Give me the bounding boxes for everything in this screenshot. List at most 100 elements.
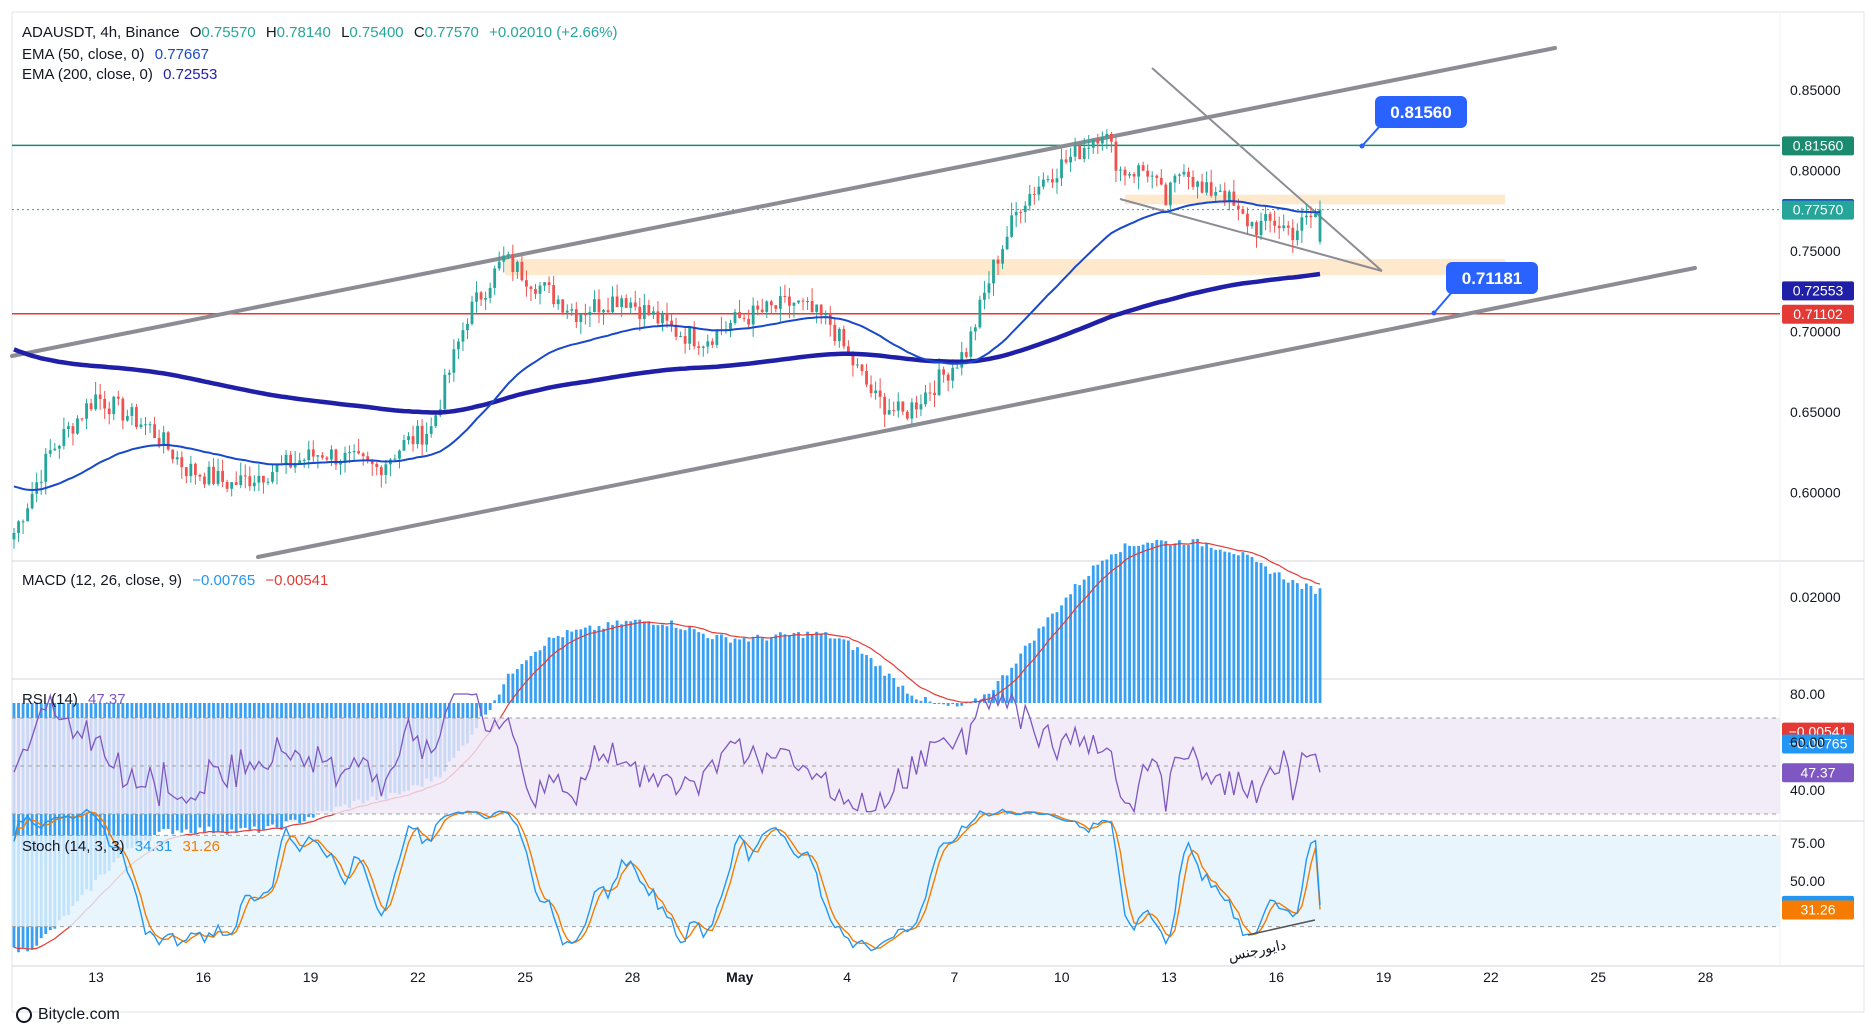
callout-support-pointer [1433,291,1453,314]
macd-bar [1096,564,1100,703]
candle-body [1264,214,1267,221]
macd-bar [1209,547,1213,703]
candle-body [856,364,859,366]
candle-body [361,453,365,457]
candle-body [751,305,755,325]
candle-body [343,452,347,463]
candle-body [320,455,324,458]
price-badge-ema200-bg [1782,281,1854,301]
time-tick-label: 13 [88,969,104,985]
macd-bar [529,656,533,703]
candle-body [1146,170,1150,177]
callout-resistance-label: 0.81560 [1390,103,1451,122]
candle-body [1277,225,1281,229]
candle-body [1060,159,1063,179]
macd-bar [1232,554,1236,703]
candle-body [112,396,116,415]
candle-body [674,325,678,337]
macd-bar [1137,545,1141,703]
macd-bar [1114,553,1118,703]
macd-bar [1196,538,1199,703]
candle-body [602,310,605,313]
macd-bar [511,673,515,703]
macd-bar [928,701,932,703]
candle-body [1119,169,1122,171]
macd-bar [683,630,687,703]
candle-body [747,319,751,325]
candle-body [1273,220,1277,226]
chart-frame [11,11,1865,1013]
candle-body [896,401,900,411]
price-badge-resistance-bg [1782,136,1854,156]
candle-body [760,309,764,312]
candle-body [420,425,424,445]
candle-body [638,306,642,319]
candle-body [1105,133,1109,138]
candle-body [293,463,297,468]
candle-body [1295,230,1299,241]
bitycle-logo-icon [16,1007,32,1023]
candle-body [262,475,265,483]
candle-body [1051,179,1054,183]
macd-bar [556,635,560,703]
macd-bar [520,664,524,703]
candle-body [1032,193,1036,195]
candle-body [171,449,175,460]
footer-brand[interactable]: Bitycle.com [16,1006,120,1024]
time-tick-label: 28 [625,969,641,985]
ema50-legend: EMA (50, close, 0) 0.77667 [22,46,215,63]
rsi-legend: RSI (14) 47.37 [22,691,132,708]
candle-body [683,336,687,344]
candle-body [80,418,84,420]
macd-bar [1078,585,1082,703]
candle-body [352,451,356,453]
callout-support-label: 0.71181 [1462,269,1523,288]
candle-body [334,449,338,465]
macd-bar [633,619,637,703]
stoch-d-value: 31.26 [182,838,220,855]
ema50-label: EMA (50, close, 0) [22,46,145,63]
ema200-line [13,271,1321,415]
macd-bar [1019,653,1023,703]
macd-bar [1250,556,1254,703]
macd-bar [824,632,828,703]
candle-body [946,374,950,381]
ohlc-close: C0.77570 [413,24,479,41]
macd-bar [1164,541,1168,703]
candle-body [688,326,692,344]
candle-body [175,457,179,460]
candle-body [76,418,79,434]
candle-body [1182,171,1186,175]
macd-bar [896,686,900,703]
macd-bar [497,694,501,703]
candle-body [425,433,429,445]
candle-body [534,289,537,294]
candle-body [1100,137,1104,144]
candle-body [833,324,837,342]
macd-bar [552,637,556,703]
candle-body [153,424,156,439]
candle-body [1178,174,1181,176]
candle-body [887,410,891,415]
macd-bar [583,627,587,703]
candle-body [1019,211,1023,213]
macd-bar [860,653,864,703]
macd-bar [874,666,878,703]
time-tick-label: 25 [1590,969,1606,985]
macd-bar [629,621,633,703]
candle-body [837,328,841,342]
candle-body [869,384,873,394]
candle-body [983,292,986,300]
candle-body [475,292,478,302]
macd-bar [602,628,605,703]
macd-bar [842,639,846,703]
candle-body [216,470,220,484]
candle-body [1014,211,1018,216]
price-tick-label: 0.85000 [1790,82,1841,98]
candle-body [679,336,683,338]
macd-bar [647,621,651,703]
macd-bar [788,635,791,703]
candle-body [828,313,832,325]
macd-bar [806,631,809,703]
